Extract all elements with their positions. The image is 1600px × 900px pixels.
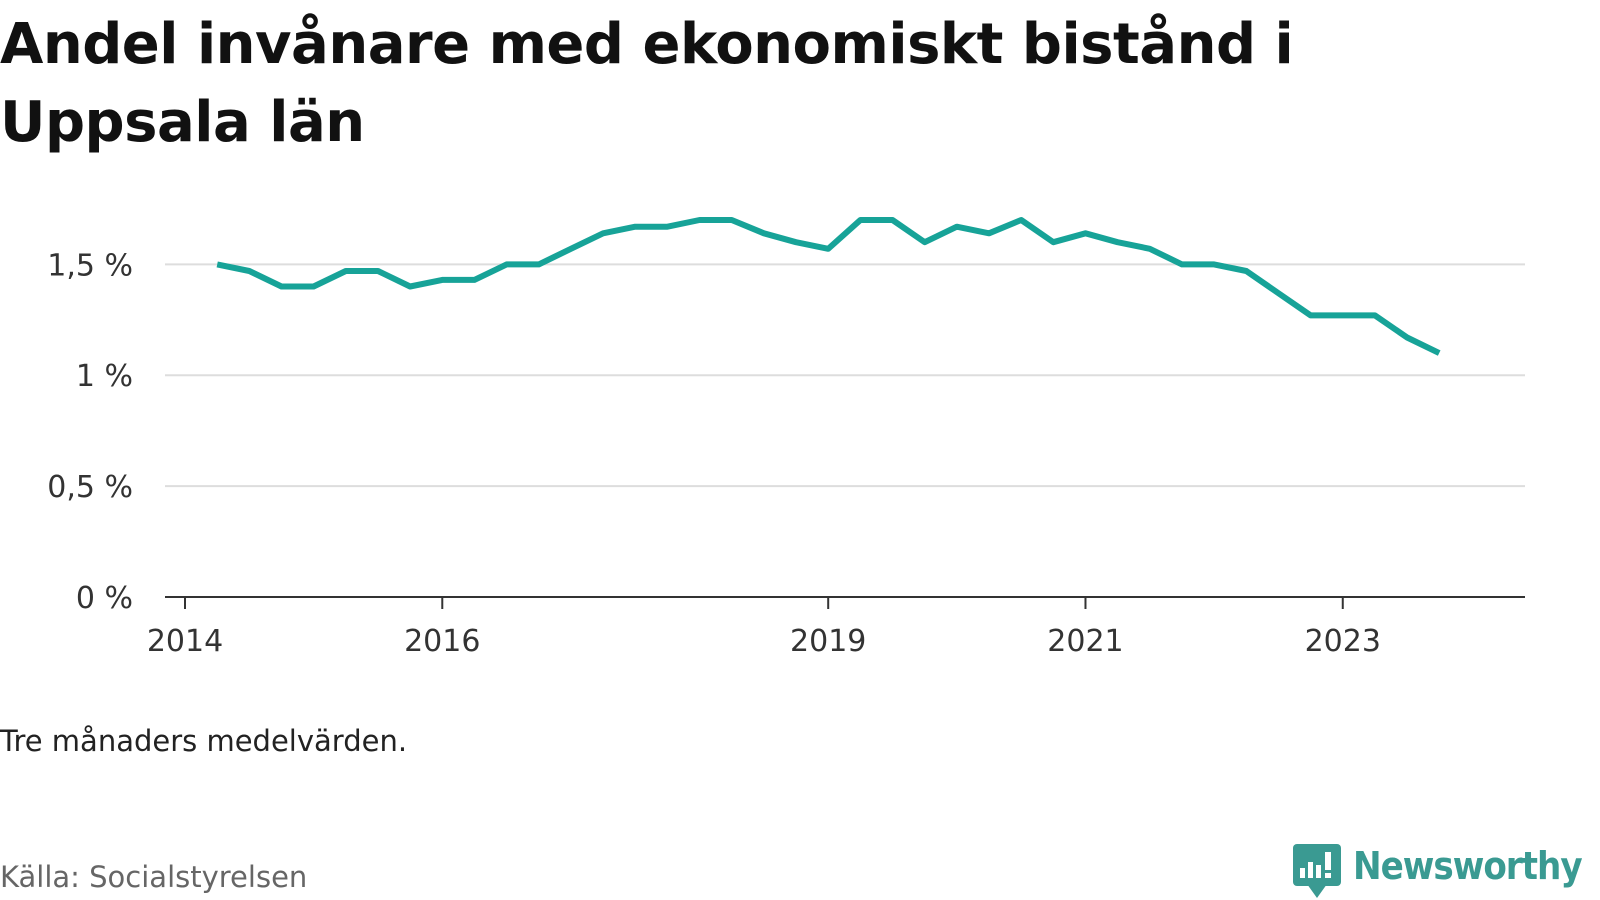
x-tick-label: 2016 [404, 624, 480, 659]
y-tick-label: 0 % [76, 581, 133, 616]
x-tick-label: 2023 [1305, 624, 1381, 659]
y-tick-label: 0,5 % [47, 470, 133, 505]
x-tick-label: 2021 [1047, 624, 1123, 659]
x-axis [165, 596, 1525, 609]
y-tick-label: 1 % [76, 359, 133, 394]
y-axis-tick-labels: 0 % 0,5 % 1 % 1,5 % [47, 248, 133, 616]
brand-name: Newsworthy [1353, 844, 1583, 888]
series-layer [216, 217, 1441, 356]
brand-logo[interactable]: Newsworthy [1293, 840, 1593, 900]
x-axis-tick-labels: 2014 2016 2019 2021 2023 [147, 624, 1381, 659]
gridlines [165, 263, 1525, 488]
x-tick-label: 2019 [790, 624, 866, 659]
y-tick-label: 1,5 % [47, 248, 133, 283]
x-tick-label: 2014 [147, 624, 223, 659]
chart-title: Andel invånare med ekonomiskt bistånd i … [0, 12, 1294, 155]
source-label: Källa: Socialstyrelsen [0, 860, 308, 894]
line-chart: 0 % 0,5 % 1 % 1,5 % 2014 2016 2019 2021 2023 [47, 217, 1525, 659]
newsworthy-logo-icon [1293, 844, 1341, 898]
series-line-0 [216, 217, 1441, 356]
chart-note: Tre månaders medelvärden. [0, 724, 408, 758]
